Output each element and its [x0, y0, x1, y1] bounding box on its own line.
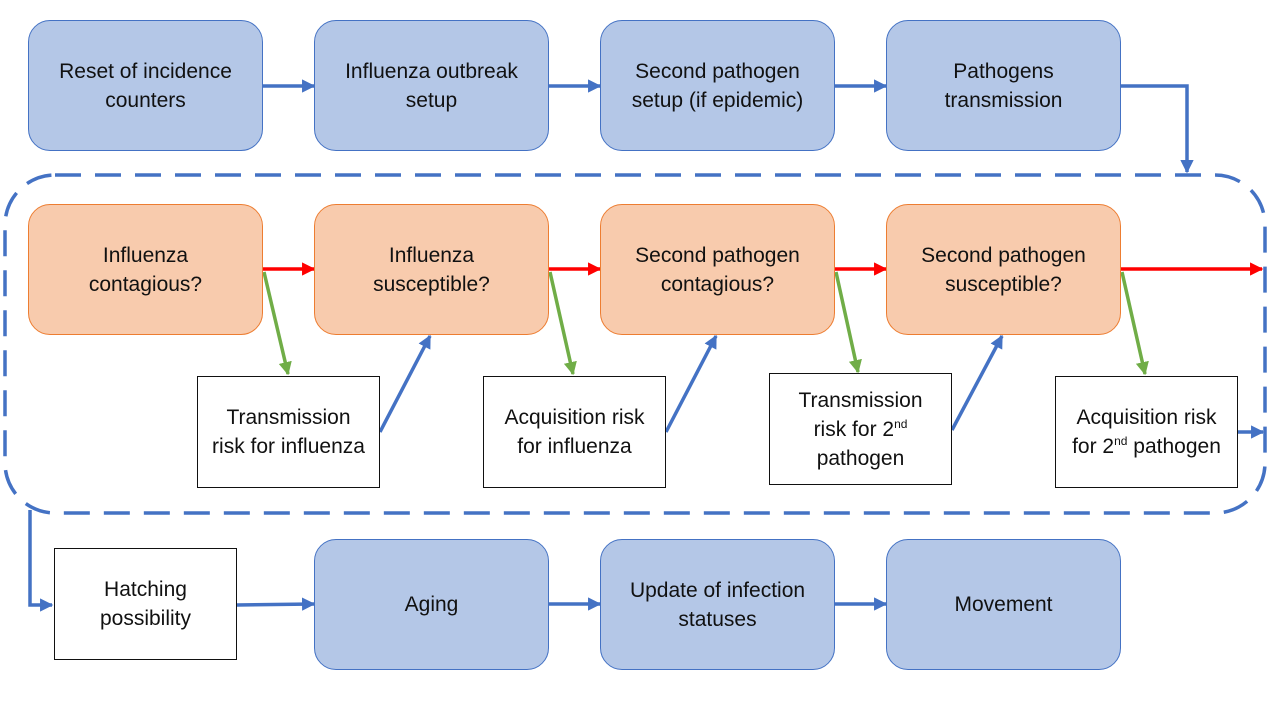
second-pathogen-setup-node: Second pathogen setup (if epidemic) — [600, 20, 835, 151]
flow-arrow — [28, 510, 54, 612]
update-infection-statuses-label: Update of infection statuses — [629, 578, 806, 631]
flow-arrow — [236, 597, 316, 611]
movement-label: Movement — [954, 593, 1053, 616]
aging-node: Aging — [314, 539, 549, 670]
transmission-risk-second-node: Transmission risk for 2nd pathogen — [769, 373, 952, 485]
pathogens-transmission-node: Pathogens transmission — [886, 20, 1121, 151]
influenza-contagious-node: Influenza contagious? — [28, 204, 263, 335]
second-pathogen-susceptible-label: Second pathogen susceptible? — [921, 243, 1086, 296]
yes-arrow — [834, 271, 862, 374]
flow-arrow — [664, 334, 718, 433]
reset-counters-label: Reset of incidence counters — [59, 59, 232, 112]
acquisition-risk-second-node: Acquisition risk for 2nd pathogen — [1055, 376, 1238, 488]
acquisition-risk-influenza-node: Acquisition risk for influenza — [483, 376, 666, 488]
flow-arrow — [950, 334, 1004, 431]
acquisition-risk-second-label: Acquisition risk for 2nd pathogen — [1072, 406, 1221, 458]
flow-arrow — [378, 334, 432, 433]
transmission-risk-influenza-node: Transmission risk for influenza — [197, 376, 380, 488]
acquisition-risk-influenza-label: Acquisition risk for influenza — [504, 406, 645, 458]
second-pathogen-contagious-node: Second pathogen contagious? — [600, 204, 835, 335]
second-pathogen-setup-label: Second pathogen setup (if epidemic) — [631, 59, 804, 112]
influenza-setup-label: Influenza outbreak setup — [345, 59, 518, 112]
transmission-risk-influenza-label: Transmission risk for influenza — [212, 406, 365, 458]
yes-arrow — [262, 271, 292, 376]
influenza-contagious-label: Influenza contagious? — [88, 243, 203, 296]
aging-label: Aging — [404, 593, 459, 616]
influenza-susceptible-label: Influenza susceptible? — [373, 243, 490, 296]
influenza-setup-node: Influenza outbreak setup — [314, 20, 549, 151]
yes-arrow — [1120, 271, 1149, 376]
yes-arrow — [548, 271, 577, 376]
flow-arrow — [1121, 84, 1194, 174]
transmission-risk-second-label: Transmission risk for 2nd pathogen — [798, 388, 923, 470]
hatching-possibility-node: Hatching possibility — [54, 548, 237, 660]
influenza-susceptible-node: Influenza susceptible? — [314, 204, 549, 335]
movement-node: Movement — [886, 539, 1121, 670]
second-pathogen-contagious-label: Second pathogen contagious? — [635, 243, 800, 296]
second-pathogen-susceptible-node: Second pathogen susceptible? — [886, 204, 1121, 335]
hatching-possibility-label: Hatching possibility — [99, 578, 192, 630]
pathogens-transmission-label: Pathogens transmission — [944, 59, 1063, 112]
reset-counters-node: Reset of incidence counters — [28, 20, 263, 151]
loop-boundary — [3, 173, 1267, 515]
update-infection-statuses-node: Update of infection statuses — [600, 539, 835, 670]
